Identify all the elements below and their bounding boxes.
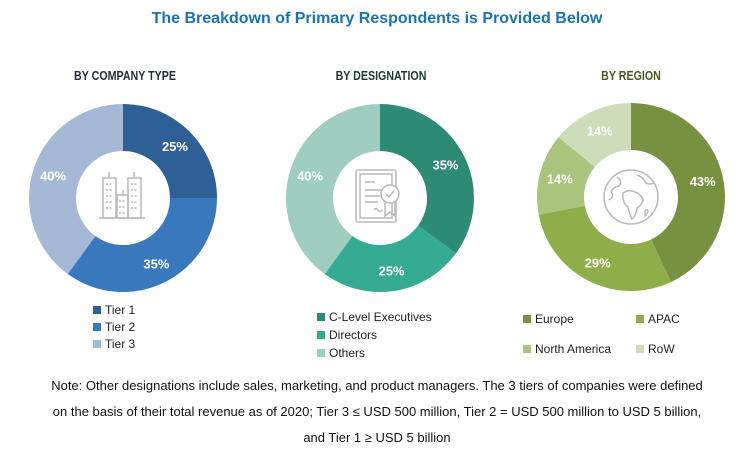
legend-swatch (523, 315, 531, 323)
donut-slice-others (286, 104, 380, 275)
data-label: 25% (378, 264, 404, 279)
legend-label: Tier 1 (105, 302, 136, 317)
data-label: 35% (143, 256, 169, 271)
legend-item-directors: Directors (317, 326, 432, 344)
legend-label: Europe (535, 312, 574, 326)
legend-swatch (636, 315, 644, 323)
region-donut (537, 103, 725, 291)
donut-slice-europe (631, 103, 725, 283)
company-type-title: BY COMPANY TYPE (74, 68, 176, 83)
data-label: 43% (690, 174, 716, 189)
data-label: 40% (297, 168, 323, 183)
designation-title: BY DESIGNATION (335, 68, 427, 83)
footnote-line: on the basis of their total revenue as o… (52, 404, 702, 419)
legend-swatch (636, 345, 644, 353)
donut-slice-c-level-executives (380, 104, 474, 254)
data-label: 25% (162, 139, 188, 154)
legend-label: RoW (648, 342, 675, 356)
legend-swatch (317, 331, 325, 339)
legend-item-europe: Europe (523, 310, 636, 328)
legend-item-tier-2: Tier 2 (93, 318, 135, 335)
legend-item-row: RoW (636, 340, 723, 358)
legend-item-c-level: C-Level Executives (317, 308, 432, 326)
data-label: 14% (547, 172, 573, 187)
legend-item-apac: APAC (636, 310, 723, 328)
donut-slice-tier-3 (28, 104, 123, 275)
donut-slice-row (558, 103, 631, 168)
percent-labels: 25% 35% 40% 35% 25% 40% 43% 29% 14% 14% (40, 123, 716, 278)
legend-label: Tier 3 (105, 336, 136, 351)
footnote: Note: Other designations include sales, … (0, 373, 754, 451)
donut-slice-tier-2 (67, 198, 217, 292)
legend-label: Directors (329, 328, 378, 342)
page-title: The Breakdown of Primary Respondents is … (151, 10, 603, 27)
legend-item-tier-1: Tier 1 (93, 301, 135, 318)
company-type-legend: Tier 1 Tier 2 Tier 3 (93, 301, 135, 352)
certificate-icon (355, 169, 400, 223)
donut-slice-tier-1 (123, 104, 217, 198)
donut-slice-north-america (537, 137, 595, 215)
region-title: BY REGION (601, 68, 661, 83)
data-label: 35% (432, 158, 458, 173)
region-legend: Europe APAC North America RoW (523, 310, 723, 358)
legend-swatch (93, 305, 101, 314)
legend-label: APAC (648, 312, 680, 326)
donut-slice-directors (324, 225, 457, 292)
company-type-donut (28, 104, 217, 292)
globe-icon (603, 169, 659, 225)
legend-item-tier-3: Tier 3 (93, 335, 135, 352)
legend-item-others: Others (317, 344, 432, 362)
footnote-line: Note: Other designations include sales, … (51, 378, 703, 393)
data-label: 29% (585, 255, 611, 270)
legend-label: C-Level Executives (329, 310, 432, 324)
designation-legend: C-Level Executives Directors Others (317, 308, 432, 362)
legend-swatch (317, 349, 325, 357)
legend-swatch (523, 345, 531, 353)
legend-swatch (93, 322, 101, 331)
data-label: 14% (587, 123, 613, 138)
legend-label: Others (329, 346, 366, 360)
footnote-line: and Tier 1 ≥ USD 5 billion (303, 430, 451, 445)
designation-donut (286, 104, 474, 292)
data-label: 40% (40, 168, 66, 183)
legend-item-north-america: North America (523, 340, 636, 358)
legend-swatch (93, 339, 101, 348)
legend-label: Tier 2 (105, 319, 136, 334)
legend-swatch (317, 313, 325, 321)
legend-label: North America (535, 342, 612, 356)
donut-slice-apac (538, 205, 672, 291)
buildings-icon (99, 172, 145, 219)
